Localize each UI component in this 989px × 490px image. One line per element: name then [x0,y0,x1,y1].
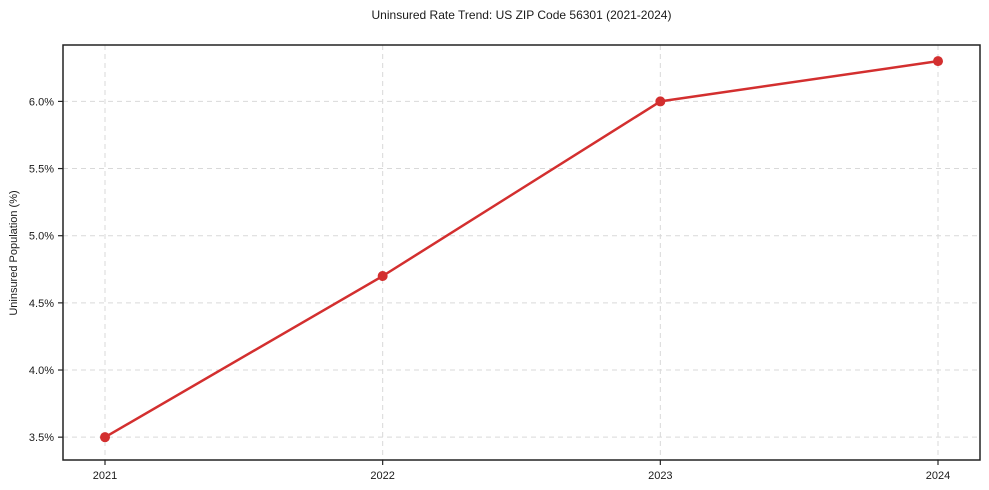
x-tick-label: 2023 [648,470,672,482]
data-point [100,432,110,443]
y-tick-label: 4.0% [29,365,54,377]
y-tick-label: 3.5% [29,432,54,444]
x-tick-label: 2021 [93,470,117,482]
y-tick-label: 5.5% [29,164,54,176]
trend-line [103,59,940,439]
y-tick-label: 5.0% [29,231,54,243]
x-tick-label: 2022 [370,470,394,482]
data-point [933,56,943,67]
y-tick-label: 4.5% [29,298,54,310]
chart-title: Uninsured Rate Trend: US ZIP Code 56301 … [371,8,672,22]
x-tick-label: 2024 [926,470,950,482]
plot-frame [62,44,981,461]
data-point [655,96,666,107]
data-point [377,271,388,282]
y-tick-label: 6.0% [29,96,54,108]
